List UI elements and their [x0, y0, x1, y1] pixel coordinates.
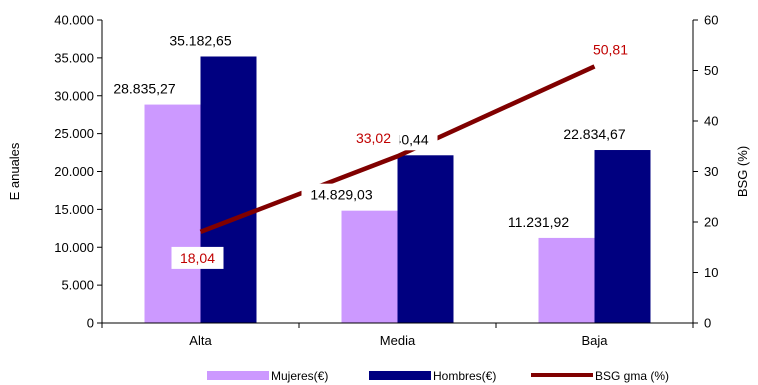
bar-mujeres-0: [144, 104, 201, 323]
y-axis-title-left: E anuales: [7, 142, 22, 200]
y-tick-label-left: 25.000: [54, 126, 94, 141]
y-tick-label-left: 20.000: [54, 164, 94, 179]
y-axis-title-right: BSG (%): [735, 146, 750, 197]
y-tick-label-left: 40.000: [54, 13, 94, 28]
line-data-label: 33,02: [356, 130, 391, 146]
bar-hombres-2: [594, 150, 651, 323]
y-tick-label-left: 0: [87, 316, 94, 331]
legend-swatch: [207, 371, 269, 380]
legend-label: Hombres(€): [433, 369, 496, 383]
bar-data-label: 11.231,92: [508, 214, 569, 230]
bar-hombres-0: [200, 56, 257, 323]
bar-data-label-bg: [301, 183, 382, 206]
line-data-label-bg: [171, 246, 224, 269]
bar-hombres-1: [397, 155, 454, 323]
line-data-label-bg: [584, 38, 637, 61]
y-tick-label-left: 5.000: [61, 278, 94, 293]
legend-label: Mujeres(€): [271, 369, 328, 383]
bar-data-label: 28.835,27: [113, 81, 175, 97]
legend-label: BSG gma (%): [595, 369, 669, 383]
line-bsg: [199, 64, 596, 234]
bar-data-label-bg: [160, 29, 241, 52]
bar-data-label: 22.834,67: [563, 126, 625, 142]
y-tick-label-left: 30.000: [54, 88, 94, 103]
line-data-label-bg: [347, 127, 400, 150]
y-tick-label-left: 15.000: [54, 202, 94, 217]
line-data-label: 50,81: [593, 41, 628, 57]
bar-mujeres-2: [538, 237, 595, 323]
y-tick-label-right: 30: [704, 164, 718, 179]
bar-data-label: 35.182,65: [169, 32, 231, 48]
y-tick-label-left: 35.000: [54, 50, 94, 65]
y-tick-label-right: 10: [704, 265, 718, 280]
line-data-label: 18,04: [180, 250, 215, 266]
x-tick-label: Alta: [189, 333, 212, 348]
bar-data-label-bg: [498, 210, 579, 233]
bar-data-label-bg: [104, 77, 185, 100]
y-tick-label-left: 10.000: [54, 240, 94, 255]
bar-mujeres-1: [341, 210, 398, 323]
y-tick-label-right: 20: [704, 215, 718, 230]
x-tick-label: Baja: [581, 333, 608, 348]
x-tick-label: Media: [380, 333, 416, 348]
y-tick-label-right: 50: [704, 63, 718, 78]
y-tick-label-right: 40: [704, 114, 718, 129]
y-tick-label-right: 60: [704, 13, 718, 28]
legend-swatch: [369, 371, 431, 380]
bar-data-label-bg: [554, 123, 635, 146]
bar-data-label: 14.829,03: [310, 187, 372, 203]
y-tick-label-right: 0: [704, 316, 711, 331]
